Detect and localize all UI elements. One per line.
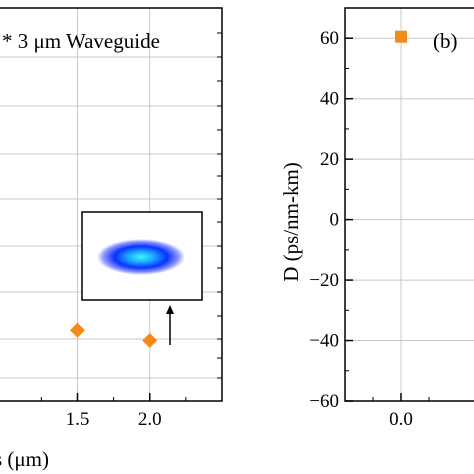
left-data-points (69, 322, 158, 349)
right-gridlines (345, 8, 474, 402)
inset-arrow (166, 305, 174, 345)
left-plot-frame (0, 7, 223, 402)
right-plot-frame (344, 7, 474, 402)
left-panel: 1.5 2.0 * 3 μm Waveguide s (μm) (0, 7, 223, 471)
right-y-ticks: −60 −40 −20 0 20 40 60 (309, 28, 353, 412)
left-x-ticks: 1.5 2.0 (40, 393, 187, 430)
right-y-tick-label: −20 (309, 270, 339, 291)
left-diamond-point (69, 322, 85, 338)
right-y-tick-label: −60 (309, 391, 339, 412)
left-gridlines (0, 8, 222, 401)
left-x-tick-label: 2.0 (138, 409, 162, 430)
right-data-points (395, 30, 407, 43)
right-y-tick-label: 40 (320, 89, 339, 110)
right-x-tick-label: 0.0 (389, 409, 413, 430)
right-y-tick-label: 60 (320, 28, 339, 49)
right-y-axis-title: D (ps/nm-km) (279, 162, 303, 282)
left-annotation: * 3 μm Waveguide (2, 29, 160, 53)
left-x-tick-label: 1.5 (66, 409, 90, 430)
right-y-tick-label: 0 (330, 210, 340, 231)
right-panel: −60 −40 −20 0 20 40 60 0.0 D (ps/nm-km) (b) (279, 7, 474, 430)
right-x-ticks: 0.0 (372, 393, 430, 430)
right-panel-label: (b) (433, 29, 458, 53)
right-square-point (395, 30, 407, 43)
inset-mode-profile (81, 211, 203, 301)
left-x-axis-title: s (μm) (0, 447, 49, 471)
left-diamond-point (142, 333, 158, 349)
right-y-tick-label: −40 (309, 331, 339, 352)
mode-profile-glow (97, 239, 185, 275)
right-y-tick-label: 20 (320, 149, 339, 170)
